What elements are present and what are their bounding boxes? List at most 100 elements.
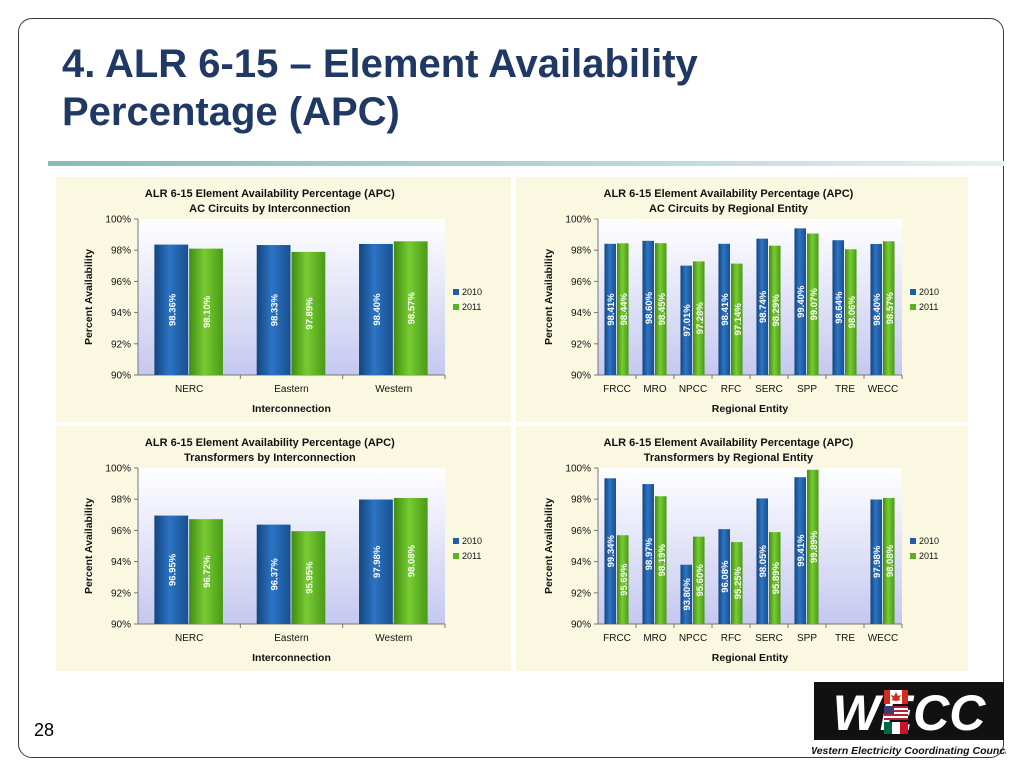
chart-ac-circuits-by-interconnection: ALR 6-15 Element Availability Percentage…	[56, 177, 511, 422]
bar-data-label: 96.37%	[270, 558, 281, 591]
y-tick-label: 94%	[571, 557, 591, 568]
bar-data-label: 96.72%	[202, 555, 213, 588]
bar-2011	[883, 497, 895, 624]
y-tick-label: 92%	[571, 339, 591, 350]
legend-swatch-2010	[453, 289, 459, 295]
y-tick-label: 96%	[111, 526, 131, 537]
bar-2011	[769, 245, 781, 375]
bar-2010	[756, 498, 768, 624]
bar-data-label: 98.74%	[758, 290, 769, 323]
logo-caption: Western Electricity Coordinating Council	[812, 745, 1006, 757]
bar-data-label: 98.41%	[606, 293, 617, 326]
chart-svg: ALR 6-15 Element Availability Percentage…	[56, 426, 511, 671]
x-tick-label: WECC	[868, 633, 899, 644]
bar-2010	[756, 238, 768, 375]
bar-2011	[393, 497, 428, 624]
chart-svg: ALR 6-15 Element Availability Percentage…	[516, 177, 968, 422]
bar-data-label: 98.44%	[619, 293, 630, 326]
legend-label-2010: 2010	[919, 287, 939, 297]
bar-2010	[680, 265, 692, 375]
bar-2011	[291, 531, 326, 624]
x-tick-label: MRO	[643, 384, 667, 395]
bar-2011	[617, 535, 629, 624]
y-axis-title: Percent Availability	[543, 498, 555, 594]
legend-label-2011: 2011	[462, 551, 481, 561]
slide-frame	[18, 18, 1004, 758]
bar-2011	[189, 519, 223, 624]
x-axis-title: Interconnection	[252, 403, 331, 415]
bar-data-label: 97.28%	[695, 302, 706, 335]
bar-2010	[359, 243, 393, 375]
bar-data-label: 98.64%	[834, 291, 845, 324]
bar-data-label: 99.41%	[796, 534, 807, 567]
x-tick-label: SERC	[755, 384, 783, 395]
bar-data-label: 93.80%	[682, 578, 693, 611]
chart-title: ALR 6-15 Element Availability Percentage…	[604, 188, 854, 200]
y-axis-title: Percent Availability	[543, 249, 555, 345]
logo-background	[814, 682, 1004, 740]
legend-label-2011: 2011	[462, 302, 481, 312]
bar-data-label: 98.29%	[771, 294, 782, 327]
x-tick-label: SERC	[755, 633, 783, 644]
bar-data-label: 95.60%	[695, 564, 706, 597]
bar-data-label: 98.97%	[644, 537, 655, 570]
chart-transformers-by-interconnection: ALR 6-15 Element Availability Percentage…	[56, 426, 511, 671]
x-tick-label: WECC	[868, 384, 899, 395]
y-tick-label: 92%	[111, 339, 131, 350]
chart-title: ALR 6-15 Element Availability Percentage…	[145, 437, 395, 449]
x-tick-label: MRO	[643, 633, 667, 644]
bar-data-label: 98.05%	[758, 545, 769, 578]
x-tick-label: SPP	[797, 384, 817, 395]
bar-2011	[655, 496, 667, 624]
legend-label-2010: 2010	[462, 287, 482, 297]
wecc-logo: WECC Western Electricity Coordinating Co…	[807, 680, 1012, 758]
y-tick-label: 100%	[105, 464, 131, 475]
bar-data-label: 96.95%	[167, 553, 178, 586]
bar-2010	[154, 244, 189, 375]
chart-svg: ALR 6-15 Element Availability Percentage…	[516, 426, 968, 671]
legend-swatch-2010	[910, 538, 916, 544]
bar-data-label: 98.08%	[885, 544, 896, 577]
bar-data-label: 98.45%	[657, 293, 668, 326]
chart-ac-circuits-by-regional-entity: ALR 6-15 Element Availability Percentage…	[516, 177, 968, 422]
logo-flag-mexico	[884, 722, 892, 734]
slide-number: 28	[34, 720, 55, 740]
y-tick-label: 94%	[571, 308, 591, 319]
x-tick-label: TRE	[835, 633, 855, 644]
y-tick-label: 100%	[565, 215, 591, 226]
legend-swatch-2011	[453, 304, 459, 310]
bar-2010	[359, 499, 393, 624]
bar-data-label: 98.06%	[847, 296, 858, 329]
chart-subtitle: Transformers by Regional Entity	[644, 452, 814, 464]
bar-data-label: 95.95%	[304, 561, 315, 594]
slide-title: 4. ALR 6-15 – Element Availability Perce…	[62, 40, 962, 136]
bar-2011	[393, 241, 428, 375]
bar-2010	[870, 499, 882, 624]
legend-swatch-2011	[910, 304, 916, 310]
bar-data-label: 99.07%	[809, 288, 820, 321]
y-tick-label: 96%	[111, 277, 131, 288]
legend-label-2011: 2011	[919, 302, 938, 312]
bar-data-label: 95.25%	[733, 566, 744, 599]
bar-2010	[604, 243, 616, 375]
legend-label-2010: 2010	[919, 536, 939, 546]
x-tick-label: NERC	[175, 633, 203, 644]
bar-2010	[256, 245, 291, 375]
x-tick-label: NPCC	[679, 384, 707, 395]
bar-2011	[731, 263, 743, 375]
bar-data-label: 98.10%	[202, 295, 213, 328]
y-tick-label: 98%	[571, 246, 591, 257]
y-tick-label: 96%	[571, 277, 591, 288]
chart-svg: ALR 6-15 Element Availability Percentage…	[56, 177, 511, 422]
chart-transformers-by-regional-entity: ALR 6-15 Element Availability Percentage…	[516, 426, 968, 671]
bar-data-label: 98.57%	[885, 292, 896, 325]
bar-2011	[291, 251, 326, 375]
y-tick-label: 94%	[111, 557, 131, 568]
slide-title-line-2: Percentage (APC)	[62, 90, 400, 134]
bar-data-label: 97.98%	[872, 545, 883, 578]
bar-data-label: 98.08%	[407, 544, 418, 577]
legend-label-2011: 2011	[919, 551, 938, 561]
bar-2011	[845, 249, 857, 375]
slide-title-line-1: 4. ALR 6-15 – Element Availability	[62, 42, 698, 86]
x-tick-label: SPP	[797, 633, 817, 644]
